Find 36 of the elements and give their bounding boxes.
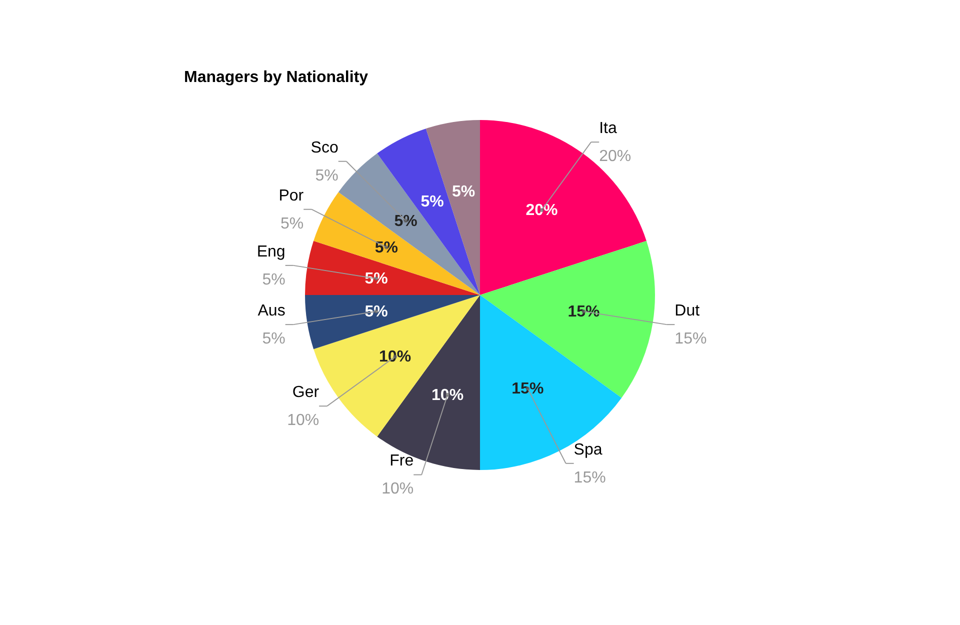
data-label: 10% [379,348,412,366]
text: 5% [280,215,304,232]
text: 5% [315,167,338,184]
pie-slice [480,120,646,295]
slice-label: Eng [256,243,286,260]
text: 15% [574,469,606,486]
data-label: 5% [452,183,476,200]
slice-label: Aus [258,302,286,320]
text: 10% [287,412,320,430]
text: 5% [262,271,286,288]
slice-label: Fre [390,452,414,470]
pie-slice [480,295,622,470]
data-label: 5% [364,270,388,288]
pie-slice [480,240,655,398]
data-label: 5% [374,239,398,256]
data-label: 5% [394,212,418,230]
data-label: 15% [568,303,600,320]
slice-label: Ger [292,384,320,402]
data-label: 5% [364,303,388,320]
slice-label: Por [278,187,304,204]
pie-slice [305,240,480,295]
text: 15% [674,330,707,348]
pie-slice [305,295,480,350]
data-label: 15% [512,380,544,398]
text: 5% [262,330,286,348]
slice-label: Ita [599,120,617,138]
data-label: 5% [420,193,444,210]
slice-label: Spa [574,441,602,458]
pie-slice [338,153,480,295]
data-label: 10% [432,386,464,404]
data-label: 20% [526,202,558,220]
chart-title: Managers by Nationality [184,69,368,86]
text: 20% [599,148,632,166]
slice-label: Dut [674,302,700,320]
text: 10% [382,480,414,498]
slice-label: Sco [310,139,338,156]
